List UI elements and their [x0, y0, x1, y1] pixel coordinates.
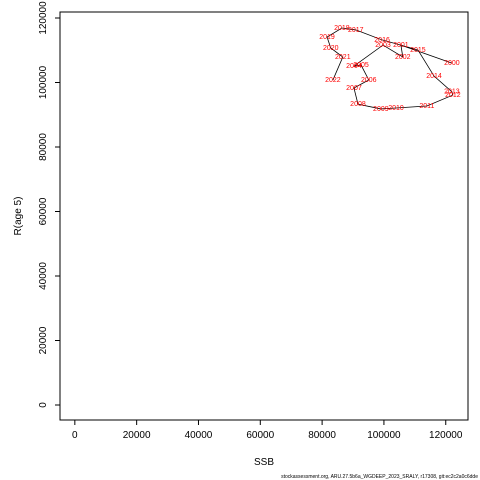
footer: stockassessment.org, ARU.27.5b6a_WGDEEP_… [281, 474, 478, 480]
x-tick-label: 40000 [185, 430, 213, 441]
year-label: 2005 [353, 62, 369, 69]
year-label: 2000 [444, 60, 460, 67]
year-label: 2011 [419, 103, 434, 110]
x-tick-label: 20000 [123, 430, 151, 441]
y-tick-label: 60000 [38, 197, 49, 225]
year-label: 2010 [388, 105, 404, 112]
x-tick-label: 100000 [367, 430, 401, 441]
year-label: 2021 [335, 54, 351, 61]
year-label: 2012 [445, 92, 461, 99]
year-label: 2013 [444, 89, 460, 96]
year-label: 2002 [395, 54, 411, 61]
year-label: 2017 [348, 27, 364, 34]
year-label: 2018 [334, 25, 350, 32]
x-tick-label: 0 [72, 430, 78, 441]
y-tick-label: 0 [38, 402, 49, 408]
year-label: 2009 [373, 106, 389, 113]
year-label: 2008 [350, 101, 366, 108]
year-label: 2019 [319, 34, 335, 41]
y-tick-label: 40000 [38, 262, 49, 290]
x-tick-label: 60000 [246, 430, 274, 441]
sr-path [326, 27, 454, 110]
year-label: 2004 [346, 63, 362, 70]
year-label: 2022 [325, 77, 341, 84]
year-label: 2014 [426, 73, 442, 80]
y-tick-label: 120000 [38, 1, 49, 35]
y-tick-label: 20000 [38, 326, 49, 354]
y-tick-label: 100000 [38, 65, 49, 99]
year-label: 2006 [361, 77, 377, 84]
y-axis-label: R(age 5) [13, 197, 24, 236]
plot-frame [59, 11, 469, 421]
y-tick-label: 80000 [38, 133, 49, 161]
year-label: 2007 [346, 85, 362, 92]
x-axis-label: SSB [254, 457, 274, 468]
year-label: 2020 [323, 45, 339, 52]
year-label: 2015 [410, 47, 426, 54]
x-tick-label: 120000 [429, 430, 463, 441]
year-label: 2016 [374, 37, 390, 44]
year-label: 2001 [393, 42, 409, 49]
x-tick-label: 80000 [308, 430, 336, 441]
year-label: 2003 [375, 42, 391, 49]
